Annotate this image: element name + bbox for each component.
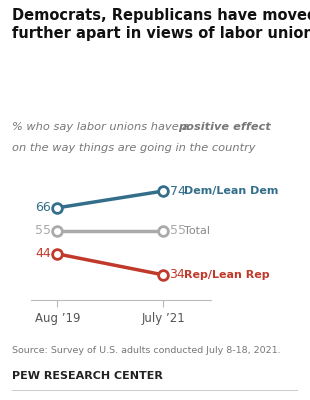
Text: 34: 34 bbox=[170, 268, 185, 281]
Text: 66: 66 bbox=[35, 201, 51, 214]
Text: Source: Survey of U.S. adults conducted July 8-18, 2021.: Source: Survey of U.S. adults conducted … bbox=[12, 346, 281, 355]
Text: positive effect: positive effect bbox=[178, 122, 271, 132]
Text: Dem/Lean Dem: Dem/Lean Dem bbox=[184, 186, 279, 196]
Text: 44: 44 bbox=[35, 248, 51, 260]
Text: on the way things are going in the country: on the way things are going in the count… bbox=[12, 143, 256, 153]
Text: Rep/Lean Rep: Rep/Lean Rep bbox=[184, 270, 270, 280]
Text: Total: Total bbox=[184, 226, 210, 236]
Text: 74: 74 bbox=[170, 184, 185, 198]
Text: 55: 55 bbox=[170, 224, 186, 237]
Text: Democrats, Republicans have moved
further apart in views of labor unions: Democrats, Republicans have moved furthe… bbox=[12, 8, 310, 41]
Text: 55: 55 bbox=[35, 224, 51, 237]
Text: % who say labor unions have a: % who say labor unions have a bbox=[12, 122, 193, 132]
Text: PEW RESEARCH CENTER: PEW RESEARCH CENTER bbox=[12, 371, 163, 381]
